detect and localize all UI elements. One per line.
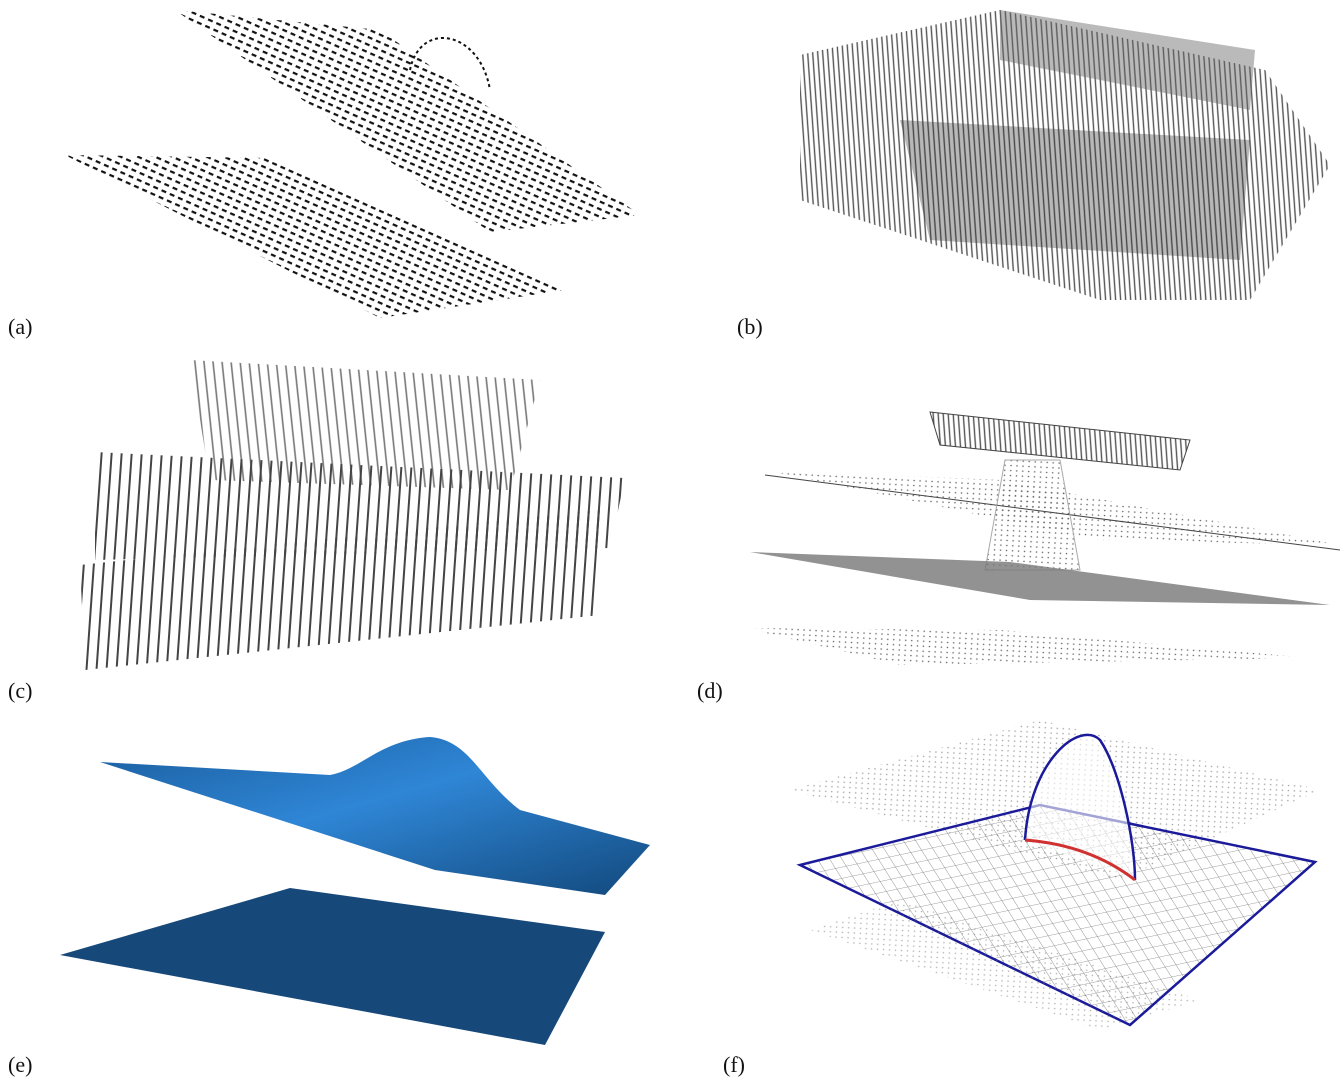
panel-f: (f) xyxy=(723,720,1320,1077)
figure: (a) (b) (c) (d) (e) (f) xyxy=(0,0,1341,1081)
panel-label: (b) xyxy=(737,314,763,339)
panel-d: (d) xyxy=(697,412,1340,703)
panel-label: (c) xyxy=(8,678,32,703)
panel-label: (a) xyxy=(8,314,32,339)
surface xyxy=(60,888,605,1045)
plane xyxy=(745,628,1310,665)
shadow xyxy=(900,120,1250,260)
panel-label: (f) xyxy=(723,1052,745,1077)
surface xyxy=(100,737,650,895)
panel-label: (e) xyxy=(8,1052,32,1077)
panel-b: (b) xyxy=(737,10,1330,339)
panel-label: (d) xyxy=(697,678,723,703)
panel-c: (c) xyxy=(8,360,625,703)
panel-a: (a) xyxy=(8,10,640,339)
column xyxy=(985,460,1080,570)
panel-e: (e) xyxy=(8,737,650,1077)
